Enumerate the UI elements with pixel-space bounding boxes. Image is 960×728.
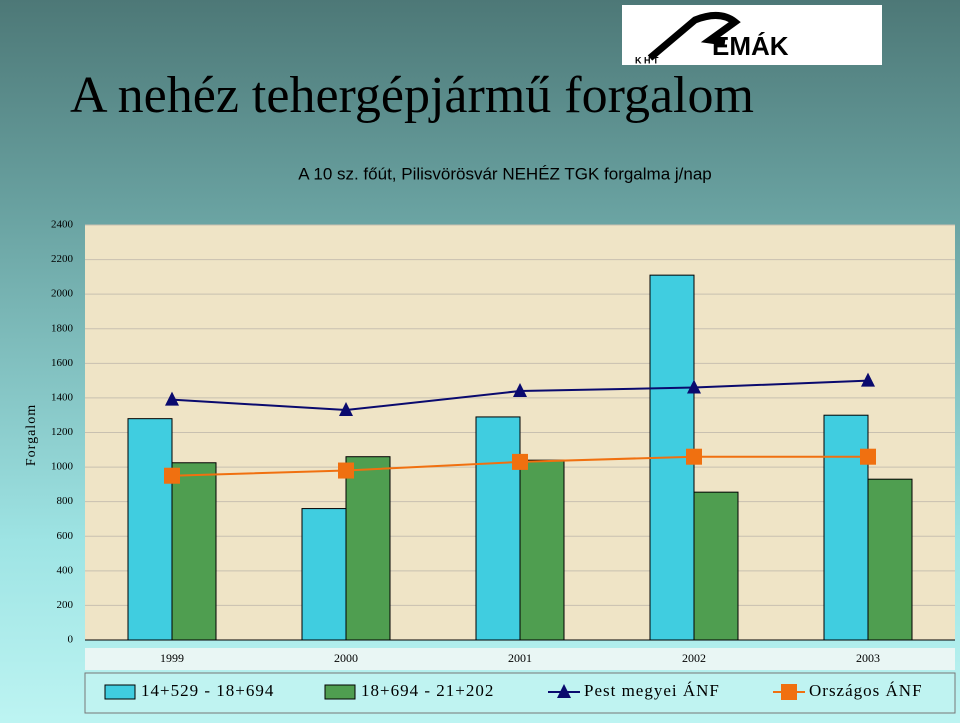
marker (339, 402, 353, 417)
legend-marker (781, 684, 797, 700)
bar (171, 462, 217, 641)
y-tick-label: 2000 (51, 288, 74, 300)
y-axis-label: Forgalom (24, 404, 39, 466)
bar (127, 418, 173, 641)
logo-road (647, 12, 741, 61)
y-tick-label: 1200 (51, 426, 74, 438)
marker (165, 391, 179, 406)
legend-swatch (324, 684, 356, 700)
legend-label: 14+529 - 18+694 (141, 681, 274, 700)
legend-label: Országos ÁNF (809, 681, 923, 700)
y-tick-label: 1600 (51, 357, 74, 369)
marker (687, 379, 701, 394)
bar (475, 416, 521, 641)
y-tick-label: 2200 (51, 253, 74, 265)
marker (513, 383, 527, 397)
legend-swatch (104, 684, 136, 700)
category-band (85, 648, 955, 670)
y-tick-label: 200 (57, 599, 74, 611)
bar (867, 478, 913, 641)
x-tick-label: 2003 (856, 651, 880, 665)
bar (301, 508, 347, 641)
y-tick-label: 400 (57, 564, 74, 576)
bar (693, 491, 739, 641)
marker (860, 448, 876, 465)
logo-box (622, 5, 882, 65)
marker (164, 467, 180, 484)
chart-title: A 10 sz. főút, Pilisvörösvár NEHÉZ TGK f… (298, 164, 712, 183)
marker (686, 448, 702, 465)
y-tick-label: 1800 (51, 322, 74, 334)
bar (519, 459, 565, 641)
y-tick-label: 600 (57, 530, 74, 542)
legend-label: Pest megyei ÁNF (584, 681, 720, 700)
legend-box (84, 672, 956, 714)
y-tick-label: 2400 (51, 219, 74, 231)
logo-subtext: K H T (635, 55, 659, 65)
marker (512, 453, 528, 470)
x-tick-label: 2000 (334, 651, 358, 665)
legend-label: 18+694 - 21+202 (361, 681, 494, 700)
y-tick-label: 800 (57, 495, 74, 507)
logo-text: EMÁK (712, 31, 789, 61)
marker (861, 372, 875, 387)
x-tick-label: 1999 (160, 651, 184, 665)
x-tick-label: 2002 (682, 651, 706, 665)
slide-title: A nehéz tehergépjármű forgalom (70, 67, 754, 124)
y-tick-label: 1400 (51, 391, 74, 403)
legend-marker (557, 684, 571, 698)
y-tick-label: 0 (68, 634, 74, 646)
marker (338, 462, 354, 479)
x-tick-label: 2001 (508, 651, 532, 665)
y-tick-label: 1000 (51, 461, 74, 473)
bar (345, 456, 391, 641)
